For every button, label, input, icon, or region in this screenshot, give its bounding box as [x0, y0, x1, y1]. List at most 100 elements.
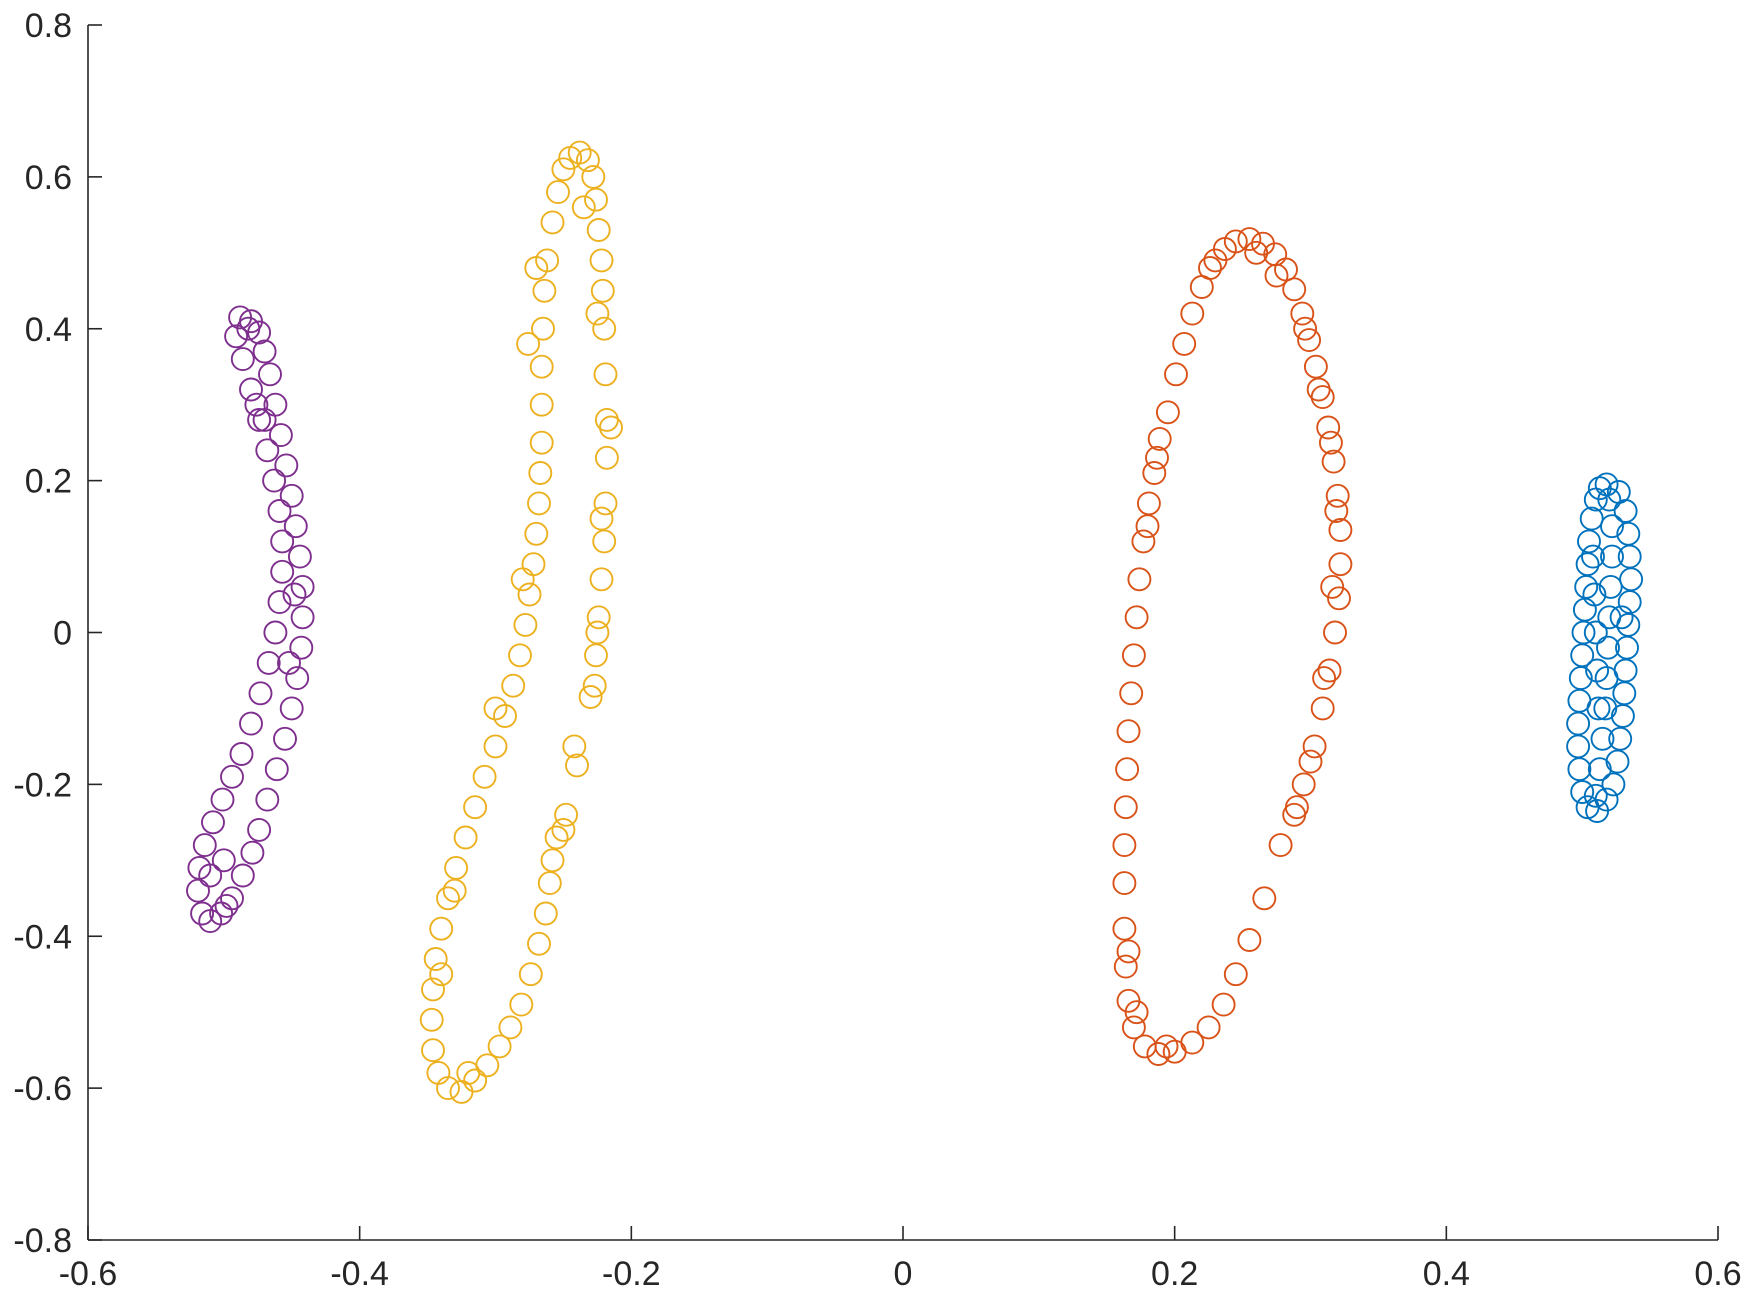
data-point — [279, 483, 304, 508]
data-point — [1321, 449, 1346, 474]
data-point — [429, 962, 454, 987]
data-point — [436, 886, 460, 911]
data-point — [1567, 757, 1592, 782]
data-point — [274, 453, 299, 478]
data-point — [279, 696, 304, 721]
data-point — [528, 461, 553, 485]
data-point — [421, 1038, 445, 1063]
data-point — [529, 430, 554, 455]
y-tick-label: -0.8 — [13, 1222, 72, 1260]
data-point — [1113, 954, 1138, 979]
data-point — [1566, 734, 1591, 759]
data-point — [252, 339, 277, 364]
data-point — [198, 909, 223, 934]
data-point — [1583, 783, 1608, 808]
data-point — [540, 848, 565, 873]
data-point — [230, 863, 255, 888]
data-point — [1237, 227, 1262, 252]
data-point — [442, 878, 467, 903]
series-layer — [186, 140, 1644, 1104]
data-point — [581, 164, 606, 189]
data-point — [267, 499, 292, 523]
data-point — [1328, 518, 1353, 542]
data-point — [1116, 719, 1141, 744]
data-point — [282, 582, 307, 607]
data-point — [210, 787, 235, 812]
data-point — [532, 278, 557, 303]
data-point — [244, 392, 269, 417]
data-point — [1605, 749, 1630, 774]
data-point — [1112, 833, 1137, 858]
data-point — [1601, 772, 1626, 797]
data-point — [198, 863, 223, 888]
data-point — [1617, 544, 1642, 569]
data-point — [1154, 1034, 1179, 1059]
data-point — [1172, 331, 1197, 356]
data-point — [517, 582, 542, 607]
data-point — [290, 574, 315, 599]
data-point — [1587, 757, 1612, 782]
data-point — [262, 468, 287, 493]
data-point — [586, 605, 611, 630]
data-point — [192, 833, 217, 858]
data-point — [247, 407, 272, 432]
data-point — [521, 552, 546, 577]
data-point — [592, 529, 617, 554]
data-point — [1223, 962, 1248, 987]
data-point — [190, 901, 215, 926]
data-point — [582, 673, 607, 698]
data-point — [1324, 499, 1349, 523]
data-point — [1583, 487, 1608, 512]
data-point — [516, 331, 541, 356]
data-point — [256, 650, 281, 675]
data-point — [1115, 757, 1140, 782]
data-point — [578, 685, 603, 709]
data-point — [263, 620, 288, 645]
data-point — [585, 620, 610, 645]
data-point — [529, 354, 554, 379]
data-point — [1244, 240, 1269, 265]
data-point — [268, 423, 293, 448]
data-point — [1297, 328, 1322, 353]
data-point — [1136, 491, 1161, 516]
data-point — [1112, 871, 1137, 896]
data-point — [186, 878, 210, 903]
x-tick-label: 0.4 — [1423, 1255, 1470, 1293]
data-point — [1327, 586, 1351, 611]
data-point — [1284, 795, 1309, 820]
data-point — [529, 392, 554, 417]
data-point — [423, 947, 448, 971]
data-point — [1264, 263, 1289, 288]
data-point — [267, 590, 292, 615]
data-point — [1135, 514, 1160, 539]
data-point — [270, 559, 295, 584]
data-point — [567, 140, 592, 165]
series-3 — [419, 140, 623, 1104]
data-point — [1252, 886, 1277, 911]
data-point — [1325, 483, 1350, 508]
data-point — [1198, 256, 1222, 280]
data-point — [289, 635, 314, 660]
data-point — [1164, 362, 1188, 387]
data-point — [1320, 574, 1345, 599]
data-point — [472, 764, 497, 789]
data-point — [1608, 726, 1633, 751]
x-tick-label: 0 — [894, 1255, 913, 1293]
data-point — [593, 362, 618, 387]
data-point — [1119, 681, 1144, 706]
data-point — [554, 802, 579, 827]
axes-layer: -0.6 -0.4 -0.2 0 0.2 0.4 0.6-0.8-0.6-0.4-0.200… — [13, 7, 1741, 1293]
data-point — [1180, 301, 1205, 326]
data-point — [1590, 726, 1615, 751]
data-point — [1318, 430, 1343, 455]
data-point — [562, 734, 587, 759]
data-point — [436, 1076, 460, 1101]
data-point — [1116, 939, 1141, 964]
data-point — [584, 187, 608, 212]
series-4 — [186, 305, 315, 934]
data-point — [1145, 445, 1169, 470]
data-point — [1112, 916, 1137, 941]
data-point — [456, 1060, 481, 1085]
data-point — [1600, 544, 1624, 569]
data-point — [593, 491, 618, 516]
